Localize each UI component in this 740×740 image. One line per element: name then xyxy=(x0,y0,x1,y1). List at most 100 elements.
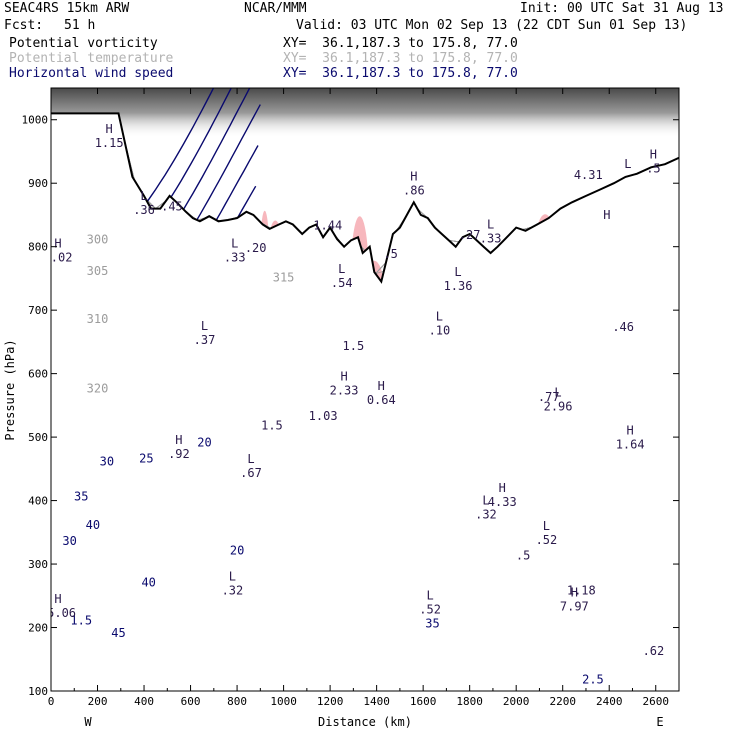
y-tick-label: 200 xyxy=(28,622,48,635)
pv-extremum-type: L xyxy=(231,236,238,250)
x-tick-label: 600 xyxy=(181,695,201,708)
fcst-label: Fcst: xyxy=(4,18,44,33)
stratosphere-shading xyxy=(51,88,679,138)
plot-frame xyxy=(50,87,680,692)
pv-extremum-type: L xyxy=(140,189,147,203)
pv-extremum-type: H xyxy=(603,208,610,222)
pv-extremum-type: H xyxy=(106,122,113,136)
wind-contour-label: 20 xyxy=(230,544,244,558)
pv-extremum-type: H xyxy=(378,379,385,393)
pv-extremum-type: L xyxy=(338,262,345,276)
pv-extremum-type: H xyxy=(54,236,61,250)
pv-extremum-type: L xyxy=(624,157,631,171)
pv-extremum-value: 2.96 xyxy=(544,400,573,414)
org-label: NCAR/MMM xyxy=(244,1,307,16)
wind-contour-label: 35 xyxy=(74,490,88,504)
y-tick-label: 400 xyxy=(28,495,48,508)
pv-extremum-type: L xyxy=(247,452,254,466)
y-tick-label: 1000 xyxy=(22,114,49,127)
pv-extremum-value: .32 xyxy=(222,584,244,598)
pv-extremum-value: .52 xyxy=(536,533,558,547)
east-label: E xyxy=(656,715,663,729)
field-xy-wind: XY= 36.1,187.3 to 175.8, 77.0 xyxy=(283,66,518,81)
wind-contour-label: 1.5 xyxy=(70,613,92,627)
pv-extremum-value: 1.36 xyxy=(444,279,473,293)
field-name-wind: Horizontal wind speed xyxy=(9,66,174,81)
pv-extremum-value: 2.33 xyxy=(330,384,359,398)
field-name-pv: Potential vorticity xyxy=(9,36,158,51)
y-tick-label: 700 xyxy=(28,304,48,317)
pv-extremum-value: 1.5 xyxy=(261,419,283,433)
pv-extremum-value: .45 xyxy=(161,200,183,214)
field-xy-pv: XY= 36.1,187.3 to 175.8, 77.0 xyxy=(283,36,518,51)
pv-extremum-type: L xyxy=(554,386,561,400)
pv-extremum-value: .37 xyxy=(194,333,216,347)
y-tick-label: 800 xyxy=(28,241,48,254)
pv-extremum-type: L xyxy=(543,519,550,533)
pv-extremum-value: .86 xyxy=(403,184,425,198)
y-tick-label: 500 xyxy=(28,431,48,444)
x-tick-label: 2600 xyxy=(642,695,669,708)
pv-extremum-value: .92 xyxy=(168,447,190,461)
axis-layer: 0 200 400 600 800 1000 1200 1400 1600 1800 2000 220… xyxy=(22,88,679,708)
terrain-fill xyxy=(51,113,679,691)
x-tick-label: 1600 xyxy=(410,695,437,708)
pv-extremum-value: 7.97 xyxy=(560,599,589,613)
terrain-surface-line xyxy=(51,112,679,284)
pv-extremum-value: .20 xyxy=(245,241,267,255)
theta-contour-label: 310 xyxy=(87,312,109,326)
pv-extremum-value: .46 xyxy=(612,320,634,334)
contour-label-layer: 45 40 30 40 35 30 25 20 20 35 1.5 2.5 320 310 305 300 31… xyxy=(44,122,664,686)
field-xy-theta: XY= 36.1,187.3 to 175.8, 77.0 xyxy=(283,51,518,66)
wind-contour-label: 40 xyxy=(141,575,155,589)
pv-extremum-value: 1.15 xyxy=(95,136,124,150)
x-tick-label: 2000 xyxy=(503,695,530,708)
pv-extremum-value: 2.02 xyxy=(44,250,73,264)
pv-extremum-type: H xyxy=(410,170,417,184)
pv-extremum-value: 1.64 xyxy=(616,438,645,452)
init-time: Init: 00 UTC Sat 31 Aug 13 xyxy=(520,1,724,16)
pv-extremum-type: L xyxy=(487,217,494,231)
pv-extremum-type: H xyxy=(340,370,347,384)
pv-extremum-type: H xyxy=(650,148,657,162)
pv-extremum-value: .33 xyxy=(480,231,502,245)
wind-contour-label: 30 xyxy=(62,534,76,548)
pv-extremum-type: H xyxy=(175,433,182,447)
pv-extremum-type: H xyxy=(54,592,61,606)
pv-extremum-value: .67 xyxy=(240,466,262,480)
wind-contour-label: 25 xyxy=(139,451,153,465)
fcst-value: 51 h xyxy=(64,18,96,33)
y-tick-label: 300 xyxy=(28,558,48,571)
wind-contour-label: 2.5 xyxy=(582,672,604,686)
x-tick-label: 1800 xyxy=(456,695,483,708)
x-tick-label: 2200 xyxy=(549,695,576,708)
pv-extremum-value: 1.18 xyxy=(567,584,596,598)
pv-extremum-type: L xyxy=(229,570,236,584)
x-tick-label: 2400 xyxy=(596,695,623,708)
pv-extremum-value: 1.5 xyxy=(343,339,365,353)
theta-contour-label: 305 xyxy=(87,264,109,278)
pv-extremum-value: 4.33 xyxy=(488,495,517,509)
pv-extremum-value: 4.31 xyxy=(574,168,603,182)
y-tick-label: 100 xyxy=(28,685,48,698)
model-title: SEAC4RS 15km ARW xyxy=(4,1,130,16)
x-axis-label: Distance (km) xyxy=(318,715,412,729)
pv-extremum-type: L xyxy=(201,319,208,333)
field-name-theta: Potential temperature xyxy=(9,51,174,66)
x-tick-label: 1400 xyxy=(363,695,390,708)
x-tick-label: 1000 xyxy=(270,695,297,708)
theta-contour-label: 300 xyxy=(87,233,109,247)
x-tick-label: 200 xyxy=(88,695,108,708)
x-tick-label: 0 xyxy=(48,695,55,708)
wind-contour-label: 20 xyxy=(197,436,211,450)
theta-contour-label: 315 xyxy=(273,271,295,285)
pv-extremum-value: .5 xyxy=(383,247,397,261)
pv-extremum-value: 1.44 xyxy=(313,219,342,233)
pv-extremum-type: L xyxy=(482,493,489,507)
pv-extremum-value: .33 xyxy=(224,250,246,264)
theta-contour-label: 320 xyxy=(87,382,109,396)
pv-extremum-value: .27 xyxy=(459,228,481,242)
pv-extremum-value: .5 xyxy=(646,162,660,176)
pv-extremum-value: .32 xyxy=(475,507,497,521)
